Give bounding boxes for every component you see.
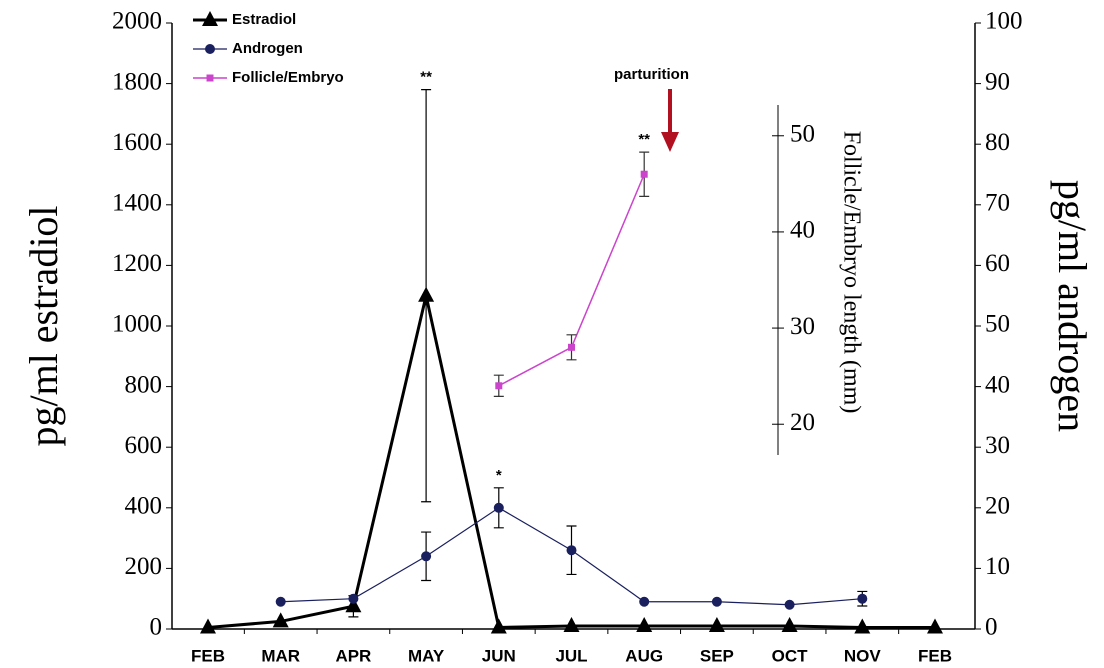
y2-tick-label: 100 [985, 8, 1023, 35]
x-tick-label: NOV [844, 646, 882, 665]
arrow-head [661, 132, 679, 152]
legend-label: Estradiol [232, 11, 296, 28]
y-tick-label: 1000 [112, 311, 162, 338]
x-tick-label: APR [335, 646, 371, 665]
data-point [639, 596, 650, 607]
y2-tick-label: 10 [985, 553, 1010, 580]
x-tick-label: AUG [625, 646, 663, 665]
x-tick-label: SEP [700, 646, 734, 665]
y2-tick-label: 30 [985, 432, 1010, 459]
data-point [927, 618, 943, 634]
y2-tick-label: 80 [985, 129, 1010, 156]
y-tick-label: 400 [125, 493, 163, 520]
x-tick-label: JUN [482, 646, 516, 665]
legend-marker [202, 11, 218, 26]
data-point [854, 618, 871, 634]
y-tick-label: 800 [125, 371, 163, 398]
y-tick-label: 1600 [112, 129, 162, 156]
data-point [200, 618, 216, 634]
y2-axis-title: pg/ml androgen [1050, 180, 1095, 432]
data-point [857, 593, 868, 604]
legend-label: Follicle/Embryo [232, 69, 344, 86]
legend-marker [205, 44, 215, 54]
data-point [708, 616, 725, 632]
data-point [784, 599, 795, 610]
data-point [418, 286, 435, 302]
y3-tick-label: 50 [790, 121, 815, 148]
data-point [566, 545, 577, 556]
data-point [490, 618, 507, 634]
y3-tick-label: 20 [790, 409, 815, 436]
data-point [348, 593, 359, 604]
y-tick-label: 2000 [112, 8, 162, 35]
x-tick-label: MAY [408, 646, 445, 665]
y-tick-label: 1200 [112, 250, 162, 277]
significance: * [496, 467, 502, 484]
data-point [568, 343, 575, 351]
y-axis-title: pg/ml estradiol [21, 205, 66, 446]
legend-marker [206, 74, 214, 82]
x-tick-label: MAR [261, 646, 300, 665]
data-point [493, 502, 504, 513]
y3-tick-label: 30 [790, 313, 815, 340]
x-tick-label: JUL [555, 646, 587, 665]
annotation: parturition [614, 66, 689, 83]
y2-tick-label: 20 [985, 493, 1010, 520]
data-point [640, 170, 648, 178]
y-tick-label: 600 [125, 432, 163, 459]
data-point [781, 616, 798, 632]
y3-axis-title: Follicle/Embryo length (mm) [838, 131, 864, 414]
y2-tick-label: 90 [985, 68, 1010, 95]
y3-tick-label: 40 [790, 217, 815, 244]
data-point [345, 597, 362, 613]
data-point [272, 612, 289, 628]
legend-label: Androgen [232, 40, 303, 57]
y-tick-label: 1800 [112, 68, 162, 95]
y-tick-label: 0 [150, 614, 163, 641]
data-point [275, 596, 286, 607]
data-point [636, 616, 653, 632]
data-point [495, 382, 503, 390]
data-point [563, 616, 580, 632]
x-tick-label: FEB [191, 646, 225, 665]
y2-tick-label: 70 [985, 190, 1010, 217]
y2-tick-label: 60 [985, 250, 1010, 277]
y-tick-label: 200 [125, 553, 163, 580]
y2-tick-label: 0 [985, 614, 998, 641]
significance: ** [638, 131, 650, 148]
y2-tick-label: 40 [985, 371, 1010, 398]
y2-tick-label: 50 [985, 311, 1010, 338]
data-point [711, 596, 722, 607]
significance: ** [420, 69, 432, 86]
y-tick-label: 1400 [112, 190, 162, 217]
x-tick-label: FEB [918, 646, 952, 665]
x-tick-label: OCT [772, 646, 809, 665]
data-point [421, 551, 432, 562]
